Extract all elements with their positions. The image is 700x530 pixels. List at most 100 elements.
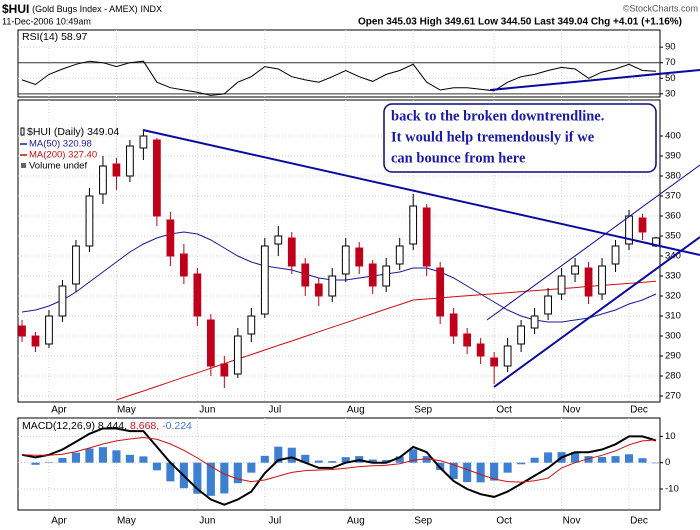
candle-body [18,325,26,337]
candle-body [206,319,215,367]
histogram-bar [85,448,94,463]
y-tick-label: -10 [665,483,679,494]
histogram-bar [125,454,134,463]
moving-average-line [21,231,657,323]
legend-label: -0.224 [162,420,192,432]
candle-body [58,285,67,317]
candle-body [409,205,418,245]
index-name: (Gold Bugs Index - AMEX) [32,4,138,14]
candle-body [571,265,579,275]
x-tick-label: Oct [496,405,512,416]
histogram-bar [112,450,121,463]
histogram-bar [206,462,215,496]
candle-body [476,343,485,357]
histogram-bar [449,462,458,479]
y-tick-label: 290 [665,351,681,362]
x-tick-label: Jun [199,405,215,416]
x-tick-label: Sep [414,405,432,416]
y-tick-label: 10 [665,431,676,442]
candle-body [139,135,148,149]
histogram-bar [233,462,242,484]
candle-body [341,245,350,275]
y-tick-label: 360 [665,211,681,222]
candle-body [233,335,242,375]
legend-label: Volume undef [29,161,87,172]
y-tick-label: 380 [665,171,681,182]
annotation-line: can bounce from here [391,150,526,166]
histogram-bar [328,461,337,463]
histogram-bar [624,454,634,463]
header-title: $HUI (Gold Bugs Index - AMEX) INDX [2,2,162,16]
candle-body [517,325,525,345]
y-tick-label: 0 [665,457,670,468]
histogram-bar [166,462,175,482]
histogram-bar [314,460,323,463]
histogram-bar [422,456,431,463]
x-tick-label: Jul [268,516,281,527]
annotation-line: It would help tremendously if we [391,129,595,145]
panel-frame [17,417,661,511]
legend-label: 8.444, [98,420,127,432]
x-tick-label: Oct [496,516,512,527]
histogram-bar [382,460,391,463]
histogram-bar [193,462,202,494]
candle-body [449,313,458,337]
macd-line [21,427,657,506]
legend-label: MACD(12,26,9) [22,420,95,432]
candle-body [72,245,80,285]
histogram-bar [287,447,296,463]
candle-body [382,265,391,287]
y-tick-label: 300 [665,331,681,342]
histogram-bar [98,447,107,463]
histogram-bar [611,456,620,463]
downtrend-line [142,129,700,256]
x-tick-label: Sep [414,516,432,527]
candle-body [395,245,404,265]
y-tick-label: 390 [665,151,681,162]
candle-body [260,245,269,315]
annotation-line: back to the broken downtrendline. [391,108,604,124]
legend-swatch [21,163,26,168]
histogram-bar [503,462,512,473]
candle-body [625,215,633,245]
candle-body [126,145,134,177]
candle-body [166,219,175,257]
y-tick-label: 320 [665,291,681,302]
x-tick-label: Apr [51,405,67,416]
histogram-bar [44,462,54,463]
channel-lower-line [493,236,700,388]
y-tick-label: 90 [665,42,676,53]
candle-body [422,207,431,267]
histogram-bar [409,449,418,463]
x-tick-label: Apr [51,516,67,527]
legend-swatch [20,127,25,136]
panel-frame [17,29,661,98]
candle-body [220,363,229,377]
price-title: $HUI (Daily) 349.04 [27,126,119,138]
y-tick-label: 50 [665,73,676,84]
y-tick-label: 350 [665,231,681,242]
candle-body [503,345,512,367]
legend-label: MA(200) 327.40 [29,150,97,161]
histogram-bar [597,456,607,463]
candle-body [328,275,337,297]
y-tick-label: 310 [665,311,681,322]
candle-body [274,235,283,245]
histogram-bar [152,462,161,471]
candle-body [463,333,472,347]
histogram-bar [341,457,350,463]
x-tick-label: Jun [199,516,215,527]
x-tick-label: Dec [630,516,648,527]
candle-body [557,275,566,295]
y-tick-label: 70 [665,57,676,68]
histogram-bar [395,456,404,463]
candle-body [544,295,552,315]
quote: Open 345.03 High 349.61 Low 344.50 Last … [358,17,682,28]
credit: ©StockCharts.com [623,3,698,13]
candle-body [611,245,620,265]
y-tick-label: 30 [665,88,676,99]
histogram-bar [571,452,580,463]
macd-line [21,436,657,483]
rsi-title: RSI(14) 58.97 [22,31,88,43]
